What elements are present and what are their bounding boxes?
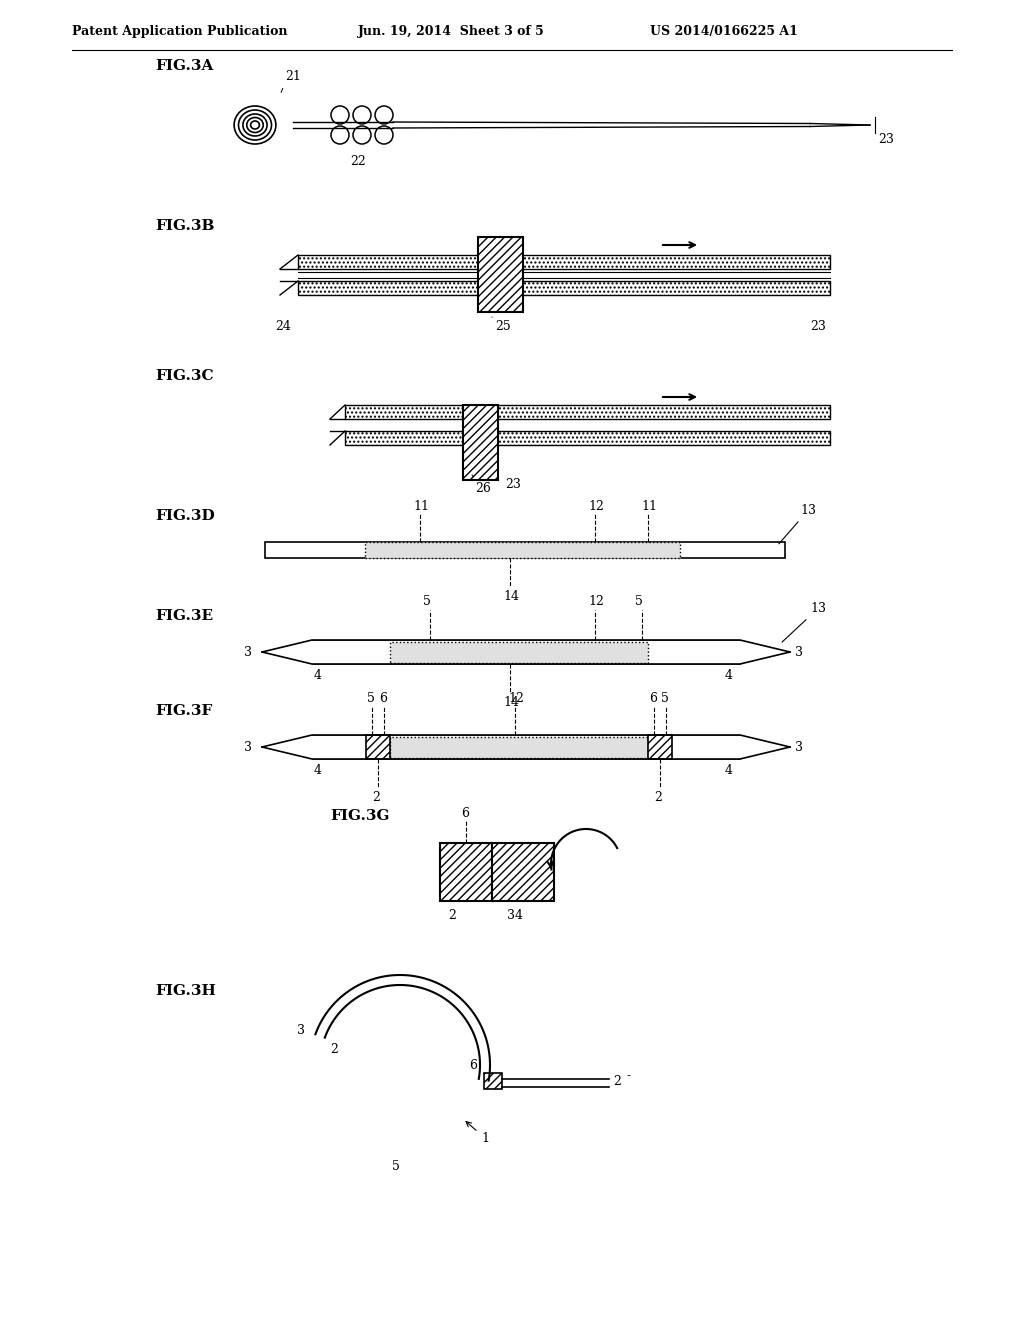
- Text: 2: 2: [330, 1043, 338, 1056]
- Bar: [648, 735, 672, 759]
- Bar: [390, 737, 648, 758]
- Text: 12: 12: [508, 692, 524, 705]
- Bar: [390, 642, 648, 663]
- Bar: [497, 432, 830, 445]
- Text: 13: 13: [779, 504, 816, 544]
- Bar: [365, 543, 680, 558]
- Bar: [522, 255, 830, 269]
- Text: 4: 4: [725, 764, 733, 777]
- Text: 21: 21: [281, 70, 301, 92]
- Bar: [522, 281, 830, 294]
- Text: 5: 5: [635, 595, 643, 609]
- Bar: [483, 1073, 502, 1089]
- Bar: [440, 843, 492, 902]
- Text: Jun. 19, 2014  Sheet 3 of 5: Jun. 19, 2014 Sheet 3 of 5: [358, 25, 545, 38]
- Text: 11: 11: [413, 500, 429, 513]
- Text: FIG.3A: FIG.3A: [155, 59, 213, 73]
- Text: 2: 2: [654, 791, 662, 804]
- Text: 6: 6: [461, 807, 469, 820]
- Text: 5: 5: [367, 692, 375, 705]
- Bar: [345, 405, 463, 418]
- Text: FIG.3B: FIG.3B: [155, 219, 214, 234]
- Text: 14: 14: [503, 590, 519, 603]
- Text: 2: 2: [372, 791, 380, 804]
- Text: 3: 3: [795, 645, 803, 659]
- Text: 4: 4: [725, 669, 733, 682]
- Bar: [478, 238, 523, 312]
- Bar: [497, 405, 830, 418]
- Text: 2: 2: [613, 1074, 622, 1088]
- Bar: [366, 735, 390, 759]
- Text: 3: 3: [244, 741, 252, 754]
- Text: 24: 24: [275, 319, 291, 333]
- Text: 5: 5: [423, 595, 431, 609]
- Bar: [492, 843, 554, 902]
- Text: 6: 6: [649, 692, 657, 705]
- Text: 26: 26: [472, 475, 490, 495]
- Bar: [298, 255, 478, 269]
- Text: 5: 5: [662, 692, 669, 705]
- Text: FIG.3H: FIG.3H: [155, 983, 216, 998]
- Text: 6: 6: [379, 692, 387, 705]
- Bar: [265, 543, 785, 558]
- Text: 11: 11: [641, 500, 657, 513]
- Text: 6: 6: [469, 1059, 476, 1072]
- Text: 3: 3: [297, 1024, 305, 1038]
- Text: 3: 3: [795, 741, 803, 754]
- Text: 4: 4: [314, 669, 322, 682]
- Text: 22: 22: [350, 154, 366, 168]
- Text: FIG.3C: FIG.3C: [155, 370, 214, 383]
- Text: FIG.3F: FIG.3F: [155, 704, 212, 718]
- Text: 1: 1: [466, 1122, 489, 1144]
- Text: FIG.3E: FIG.3E: [155, 609, 213, 623]
- Text: 5: 5: [392, 1160, 400, 1173]
- Text: 2: 2: [449, 909, 456, 921]
- Text: US 2014/0166225 A1: US 2014/0166225 A1: [650, 25, 798, 38]
- Text: 25: 25: [492, 317, 511, 333]
- Text: 3: 3: [244, 645, 252, 659]
- Bar: [298, 281, 478, 294]
- Text: 23: 23: [878, 133, 894, 147]
- Text: -: -: [627, 1069, 631, 1081]
- Text: 13: 13: [782, 602, 826, 642]
- Bar: [463, 405, 498, 480]
- Text: 12: 12: [588, 500, 604, 513]
- Text: 23: 23: [505, 478, 521, 491]
- Text: FIG.3G: FIG.3G: [330, 809, 389, 822]
- Bar: [345, 432, 463, 445]
- Text: 34: 34: [507, 909, 523, 921]
- Text: 12: 12: [588, 595, 604, 609]
- Text: 23: 23: [810, 319, 826, 333]
- Text: FIG.3D: FIG.3D: [155, 510, 215, 523]
- Text: 4: 4: [314, 764, 322, 777]
- Text: Patent Application Publication: Patent Application Publication: [72, 25, 288, 38]
- Text: 14: 14: [503, 696, 519, 709]
